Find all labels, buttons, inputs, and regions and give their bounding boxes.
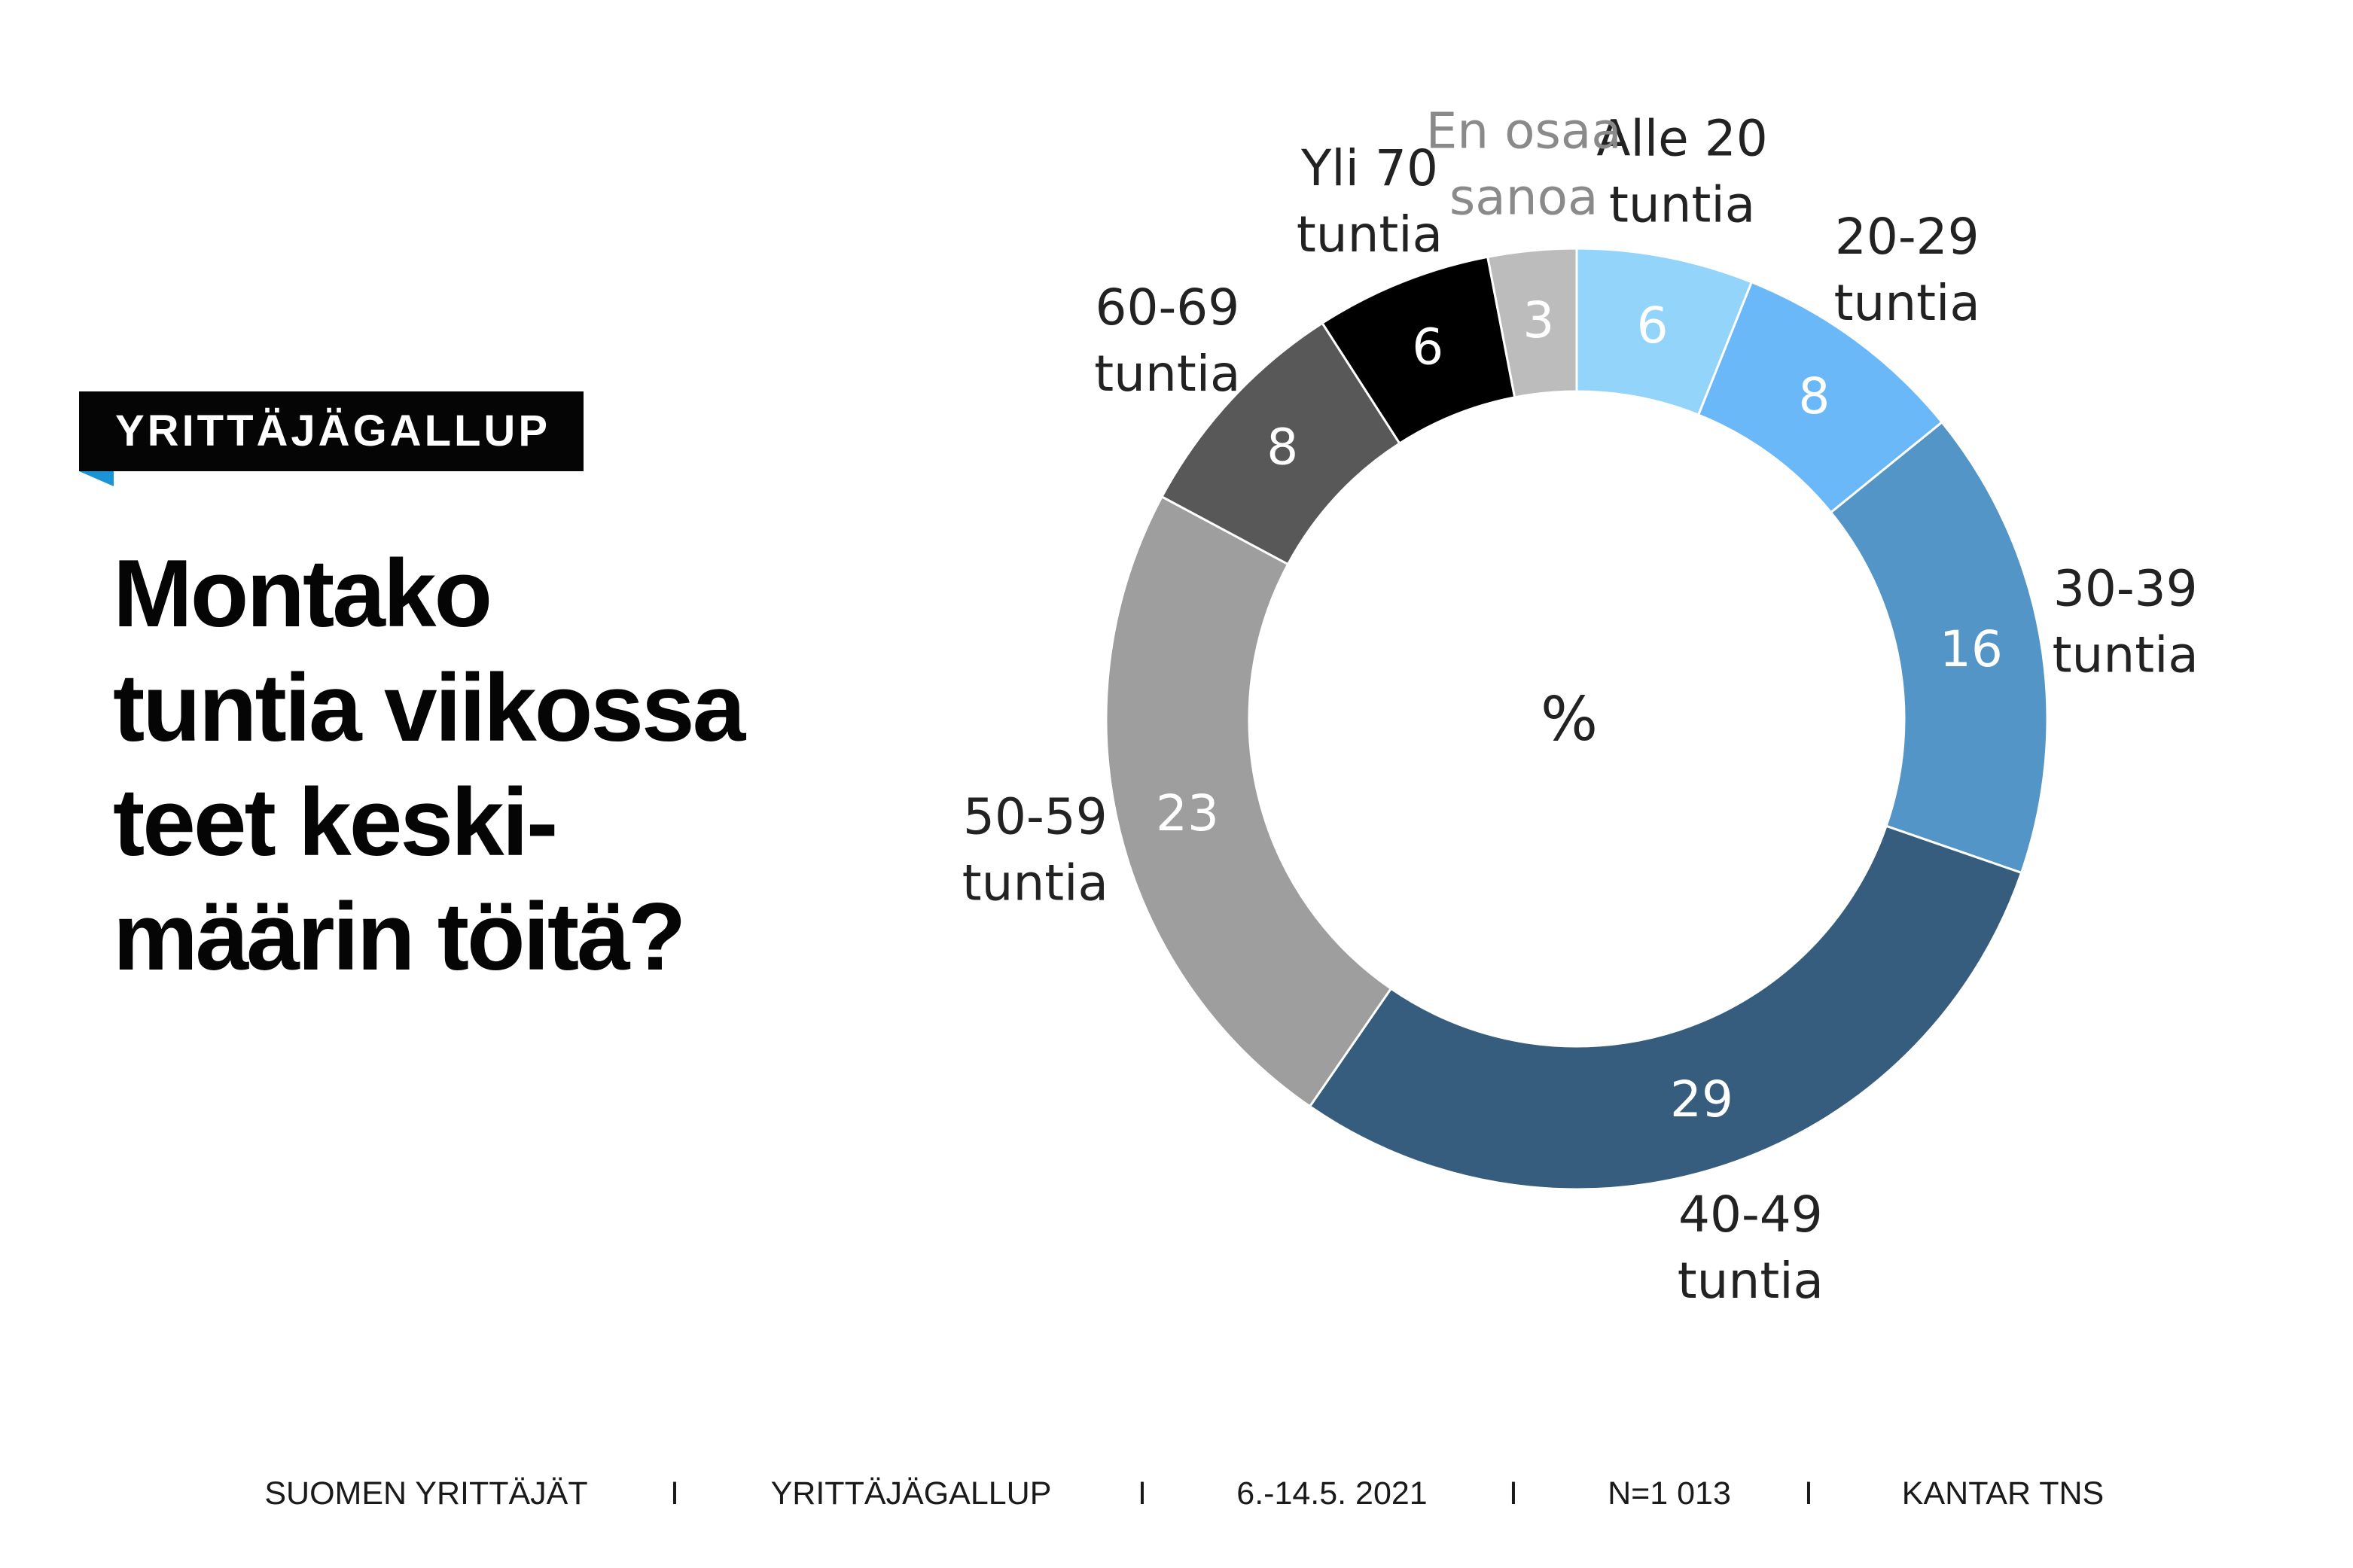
slice-value-label: 8: [1798, 367, 1830, 425]
footer: SUOMEN YRITTÄJÄT I YRITTÄJÄGALLUP I 6.-1…: [0, 1475, 2353, 1521]
footer-separator: I: [1138, 1475, 1147, 1512]
slice-category-label: Yli 70 tuntia: [1297, 139, 1443, 263]
footer-organization: SUOMEN YRITTÄJÄT: [264, 1475, 588, 1512]
slice-category-label: En osaa sanoa: [1426, 102, 1622, 226]
section-badge: YRITTÄJÄGALLUP: [79, 391, 584, 471]
slice-category-label: 50-59 tuntia: [962, 787, 1108, 912]
question-line: Montako: [113, 540, 492, 647]
slice-category-label: 40-49 tuntia: [1678, 1186, 1824, 1310]
footer-source: KANTAR TNS: [1901, 1475, 2105, 1512]
question-title: Montako tuntia viikossa teet keski- määr…: [113, 536, 851, 994]
footer-separator: I: [670, 1475, 679, 1512]
center-unit-label: %: [1541, 684, 1598, 754]
donut-slice: [1486, 247, 1578, 399]
badge-accent-tab: [79, 471, 114, 486]
slice-value-label: 3: [1522, 291, 1554, 349]
slice-value-label: 23: [1156, 784, 1219, 842]
slice-category-label: 20-29 tuntia: [1834, 208, 1980, 332]
slice-category-label: Alle 20 tuntia: [1596, 109, 1767, 233]
question-line: teet keski-: [113, 769, 558, 875]
donut-slice: [1829, 420, 2049, 875]
footer-separator: I: [1509, 1475, 1518, 1512]
donut-slice: [1105, 495, 1393, 1108]
footer-sample-size: N=1 013: [1608, 1475, 1731, 1512]
slice-value-label: 6: [1412, 318, 1443, 376]
slice-category-label: 30-39 tuntia: [2053, 560, 2199, 684]
donut-slice: [1308, 824, 2023, 1191]
footer-date: 6.-14.5. 2021: [1236, 1475, 1428, 1512]
slice-category-label: 60-69 tuntia: [1094, 279, 1240, 403]
question-line: määrin töitä?: [113, 883, 686, 990]
question-line: tuntia viikossa: [113, 654, 745, 761]
slice-value-label: 16: [1940, 620, 2003, 678]
slice-value-label: 6: [1637, 297, 1669, 355]
slice-value-label: 8: [1266, 419, 1298, 476]
slice-value-label: 29: [1670, 1070, 1733, 1128]
footer-survey-name: YRITTÄJÄGALLUP: [770, 1475, 1052, 1512]
footer-separator: I: [1804, 1475, 1813, 1512]
